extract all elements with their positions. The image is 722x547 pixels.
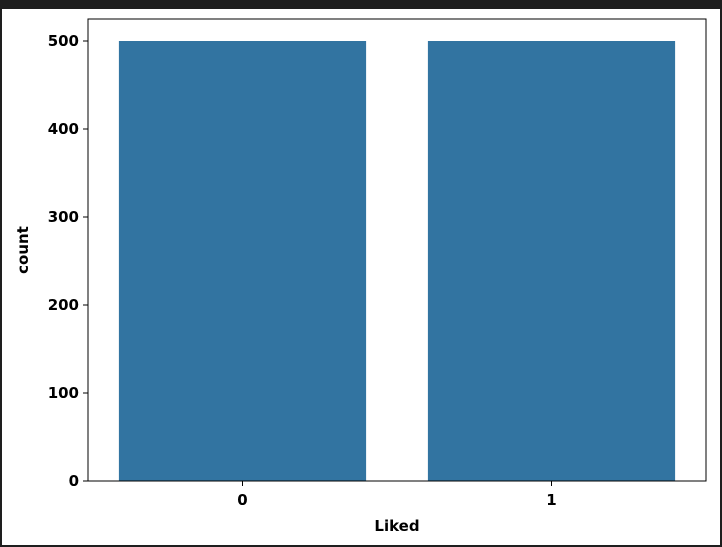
x-tick-label: 1 [546,491,556,509]
y-ticks-group: 0 100 200 300 400 500 [48,32,88,490]
bar-0 [118,41,367,481]
y-tick-label: 200 [48,296,79,314]
x-tick-label: 0 [237,491,247,509]
y-tick-label: 100 [48,384,79,402]
y-tick-label: 400 [48,120,79,138]
y-tick-label: 0 [69,472,79,490]
bars-group [118,41,676,481]
plot-area-border [87,18,707,482]
y-tick-label: 500 [48,32,79,50]
y-axis-label: count [14,226,32,274]
x-axis-label: Liked [374,517,419,535]
y-tick-label: 300 [48,208,79,226]
bar-1 [427,41,676,481]
